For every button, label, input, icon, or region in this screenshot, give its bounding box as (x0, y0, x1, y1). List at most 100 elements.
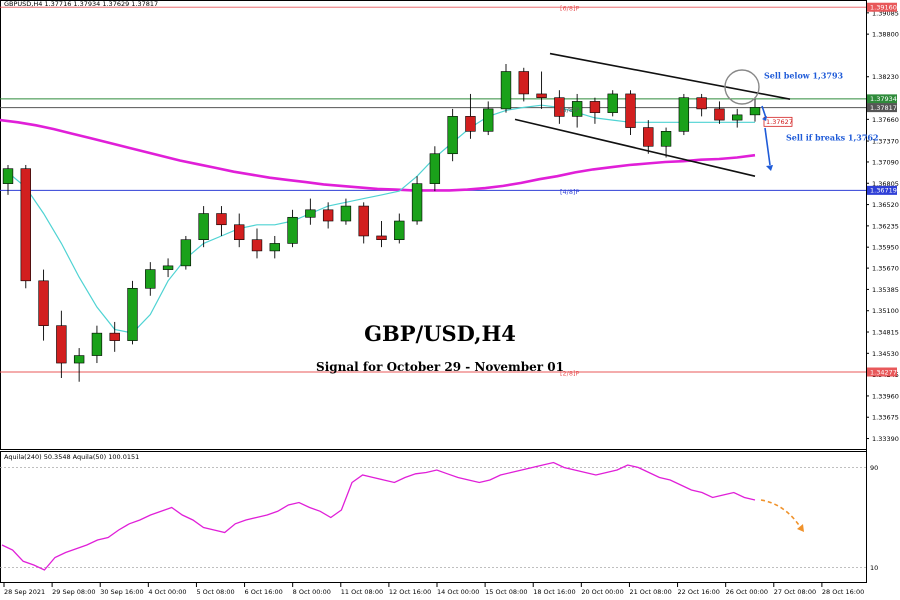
candle-body (500, 71, 512, 110)
y-tick-label: 1.39085 (872, 9, 899, 17)
candle-body (56, 325, 67, 364)
candle-body (571, 101, 583, 117)
sma-200-line (0, 118, 756, 192)
candle-body (322, 209, 334, 222)
y-axis: 1.39085 1.38800 1.38230 1.37660 1.37370 1.370… (866, 9, 899, 443)
y-tick-label: 1.35385 (872, 286, 899, 294)
candle-body (73, 355, 85, 364)
candle-body (589, 101, 601, 113)
murray-price-tag (867, 2, 897, 12)
candle-body (180, 239, 192, 267)
target-box-text: 1.37627 (766, 118, 793, 126)
y-tick-label: 1.38800 (872, 31, 899, 39)
murray-level-label: [2/8]P (560, 370, 580, 378)
y-tick-label: 1.34815 (872, 329, 899, 337)
candle-body (2, 168, 14, 184)
x-tick-label: 29 Sep 08:00 (52, 588, 95, 596)
y-tick-label: 1.38230 (872, 73, 899, 81)
x-tick-label: 15 Oct 08:00 (485, 588, 527, 596)
candle-body (465, 116, 476, 132)
y-tick-label: 1.36520 (872, 201, 899, 209)
candle-body (91, 332, 103, 356)
candle-body (660, 131, 672, 147)
x-tick-label: 20 Oct 00:00 (581, 588, 623, 596)
symbol-header: GBPUSD,H4 1.37716 1.37934 1.37629 1.3781… (4, 0, 158, 8)
y-tick-label: 1.35950 (872, 244, 899, 252)
indicator-level-label: 90 (870, 464, 878, 472)
candle-body (269, 243, 280, 252)
candle-body (109, 332, 120, 341)
candle-body (394, 220, 405, 241)
x-tick-label: 18 Oct 16:00 (533, 588, 575, 596)
trend-channel: [5/8]P (514, 52, 791, 177)
candle-body (518, 71, 529, 95)
price-tag (867, 94, 897, 104)
candle-body (305, 209, 316, 218)
candle-body (483, 108, 494, 132)
y-tick-label: 1.36235 (872, 222, 899, 230)
arrow-short (761, 105, 767, 119)
arrow-short-head (762, 116, 767, 121)
candle-body (536, 93, 547, 98)
candle-body (554, 97, 565, 117)
candle-body (376, 235, 387, 241)
resistance-circle (724, 69, 760, 105)
y-tick-label: 1.34530 (872, 350, 899, 358)
y-tick-label: 1.35670 (872, 265, 899, 273)
murray-price-tag (867, 367, 897, 377)
signal-annotations: Sell below 1,3793 Sell if breaks 1,3762 1.… (724, 69, 879, 171)
moving-averages (0, 104, 756, 334)
x-tick-label: 22 Oct 16:00 (678, 588, 720, 596)
arrow-long (764, 127, 771, 166)
indicator-label: Aquila(240) 50.3548 Aquila(50) 100.0151 (4, 453, 139, 461)
y-tick-label: 1.33960 (872, 392, 899, 400)
arrow-long-head (766, 165, 773, 171)
sma-21-line (7, 104, 755, 334)
murray-price-tag-text: 1.34277 (870, 368, 897, 376)
candle-body (38, 280, 49, 326)
price-tag-text: 1.37934 (870, 95, 897, 103)
candle-body (358, 205, 369, 237)
candle-body (340, 205, 352, 222)
channel-level-label: [5/8]P (560, 106, 580, 114)
candle-body (145, 269, 156, 289)
candle-body (20, 168, 31, 282)
candle-body (216, 213, 227, 226)
x-tick-label: 5 Oct 08:00 (196, 588, 234, 596)
candle-body (643, 127, 654, 147)
y-tick-label: 1.37370 (872, 138, 899, 146)
murray-price-tag-text: 1.39160 (870, 4, 897, 12)
x-tick-label: 12 Oct 16:00 (389, 588, 431, 596)
indicator-line (1, 461, 756, 571)
x-tick-label: 26 Oct 00:00 (726, 588, 768, 596)
candle-body (696, 97, 707, 110)
candle-body (251, 239, 263, 252)
y-tick-label: 1.36805 (872, 180, 899, 188)
murray-price-tag (867, 185, 897, 195)
x-tick-label: 28 Oct 16:00 (822, 588, 864, 596)
murray-level-label: [4/8]P (560, 188, 580, 196)
candle-body (732, 114, 743, 121)
y-tick-label: 1.37090 (872, 158, 899, 166)
candle-body (429, 153, 441, 184)
signal-sell-below: Sell below 1,3793 (764, 70, 844, 80)
x-tick-label: 27 Oct 08:00 (774, 588, 816, 596)
candle-body (678, 97, 690, 132)
y-tick-label: 1.37660 (872, 116, 899, 124)
x-tick-label: 11 Oct 08:00 (341, 588, 383, 596)
target-box (763, 116, 793, 127)
chart-subtitle: Signal for October 29 - November 01 (316, 360, 564, 374)
candle-body (127, 287, 138, 341)
x-tick-label: 4 Oct 00:00 (148, 588, 186, 596)
signal-sell-breaks: Sell if breaks 1,3762 (786, 132, 879, 142)
price-tag (867, 103, 897, 113)
forecast-arrow (760, 499, 802, 529)
main-panel-frame (0, 0, 867, 450)
candle-body (447, 116, 458, 155)
candle-body (714, 108, 725, 121)
x-tick-label: 14 Oct 00:00 (437, 588, 479, 596)
y-tick-label: 1.33390 (872, 435, 899, 443)
x-axis: 28 Sep 2021 29 Sep 08:00 30 Sep 16:00 4 Oct… (3, 583, 864, 596)
candle-body (287, 216, 298, 244)
